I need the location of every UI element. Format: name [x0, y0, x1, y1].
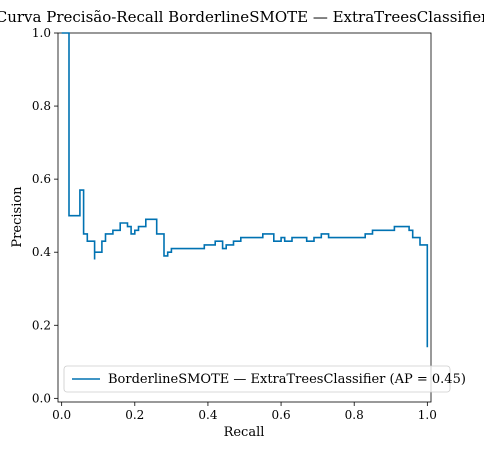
x-tick-label: 0.4: [198, 408, 217, 422]
x-tick-label: 0.2: [125, 408, 144, 422]
precision-recall-curve: [61, 32, 429, 348]
y-tick-label: 0.6: [32, 172, 51, 186]
legend: BorderlineSMOTE — ExtraTreesClassifier (…: [63, 365, 466, 393]
y-tick-label: 0.4: [32, 245, 51, 259]
x-tick-label: 1.0: [418, 408, 437, 422]
x-tick-label: 0.0: [52, 408, 71, 422]
x-axis-label: Recall: [224, 425, 265, 440]
x-tick-label: 0.6: [272, 408, 291, 422]
y-tick-label: 0.0: [32, 391, 51, 405]
x-axis-ticks: 0.0 0.2 0.4 0.6 0.8 1.0: [52, 402, 437, 422]
legend-box: [63, 365, 451, 393]
legend-entry: BorderlineSMOTE — ExtraTreesClassifier (…: [108, 372, 466, 387]
y-tick-label: 1.0: [32, 26, 51, 40]
x-tick-label: 0.8: [345, 408, 364, 422]
y-tick-label: 0.8: [32, 99, 51, 113]
y-tick-label: 0.2: [32, 318, 51, 332]
y-axis-ticks: 0.0 0.2 0.4 0.6 0.8 1.0: [32, 26, 58, 405]
plot-area: [57, 32, 432, 403]
y-axis-label: Precision: [10, 186, 25, 248]
chart-title: Curva Precisão-Recall BorderlineSMOTE — …: [0, 8, 484, 26]
